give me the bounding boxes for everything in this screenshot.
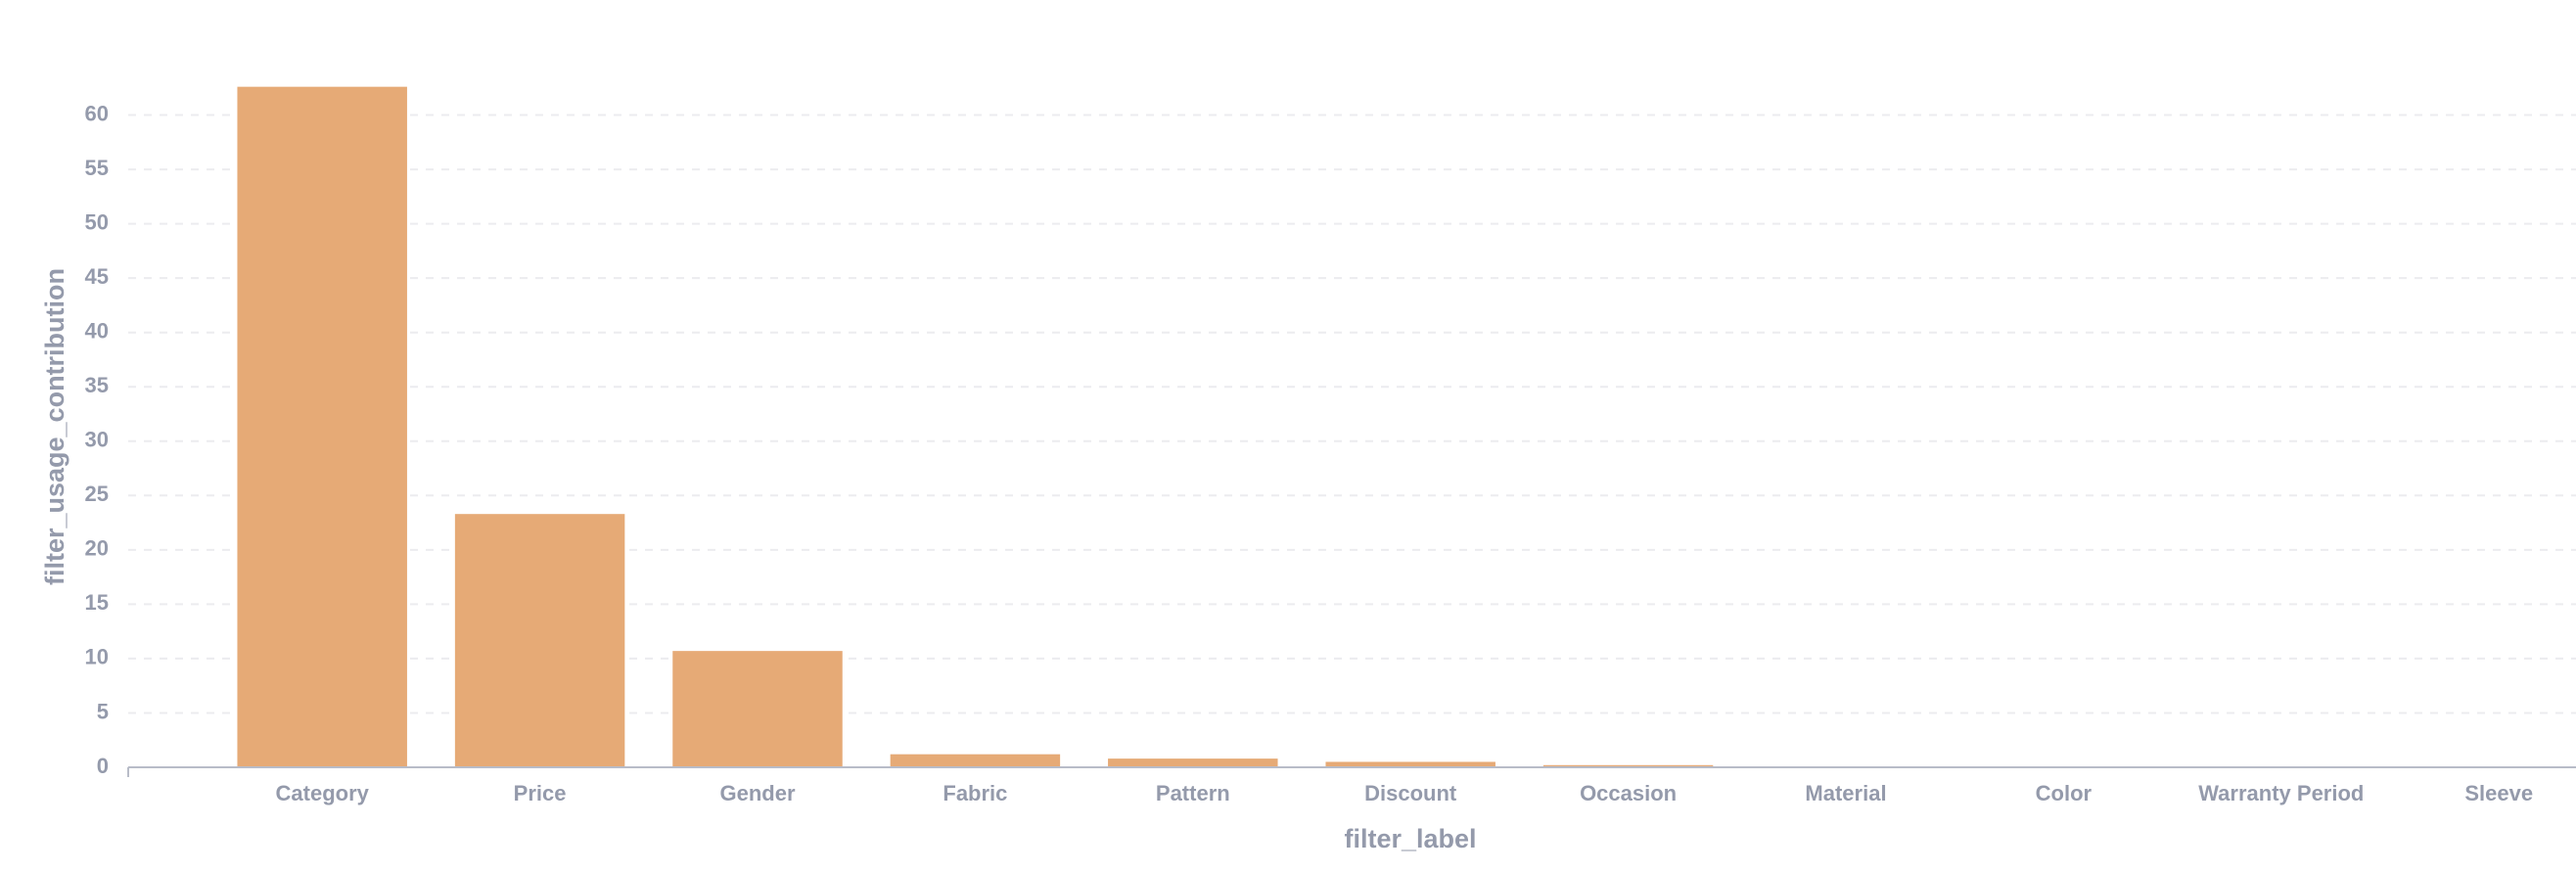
x-tick-label: Gender — [719, 781, 795, 805]
y-tick-label: 5 — [97, 699, 109, 723]
bar — [1542, 764, 1714, 767]
y-tick-label: 60 — [85, 101, 109, 125]
x-tick-label: Discount — [1364, 781, 1457, 805]
bar — [1325, 761, 1495, 767]
y-tick-label: 20 — [85, 536, 109, 561]
x-tick-label: Category — [276, 781, 370, 805]
x-tick-label: Occasion — [1580, 781, 1677, 805]
bar — [454, 514, 625, 767]
y-tick-label: 40 — [85, 319, 109, 344]
y-tick-label: 0 — [97, 754, 109, 778]
y-axis-title: filter_usage_contribution — [40, 268, 69, 585]
x-tick-label: Fabric — [943, 781, 1007, 805]
x-tick-label: Price — [514, 781, 567, 805]
y-tick-label: 15 — [85, 590, 109, 615]
y-tick-label: 30 — [85, 428, 109, 452]
x-tick-label: Warranty Period — [2198, 781, 2364, 805]
bar — [237, 86, 407, 768]
y-tick-label: 50 — [85, 209, 109, 234]
x-tick-label: Color — [2036, 781, 2093, 805]
x-tick-label: Sleeve — [2464, 781, 2533, 805]
y-tick-label: 35 — [85, 373, 109, 397]
y-tick-label: 55 — [85, 156, 109, 180]
y-tick-label: 45 — [85, 264, 109, 289]
x-axis-title: filter_label — [1344, 824, 1476, 853]
y-tick-label: 25 — [85, 482, 109, 506]
y-tick-label: 10 — [85, 645, 109, 669]
x-tick-label: Material — [1805, 781, 1886, 805]
bar — [672, 651, 843, 767]
bar — [890, 754, 1061, 767]
bar — [1108, 758, 1278, 767]
x-tick-label: Pattern — [1156, 781, 1230, 805]
